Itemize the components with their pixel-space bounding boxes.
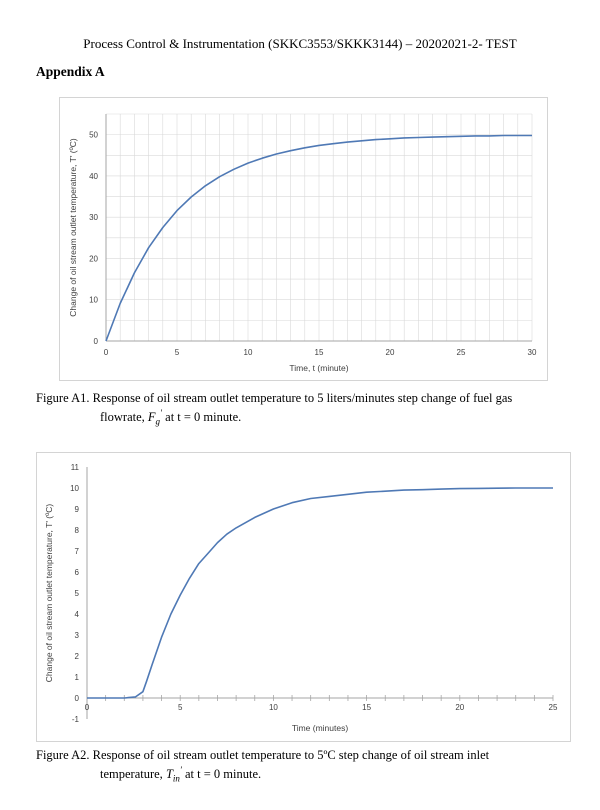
figure-a1-caption: Figure A1. Response of oil stream outlet… [36,391,570,430]
y-tick-label: 0 [94,337,99,346]
figure-a1-text-2b: at t = 0 minute. [165,410,242,425]
figure-a2-caption: Figure A2. Response of oil stream outlet… [36,748,570,787]
x-axis-title: Time (minutes) [292,723,349,733]
x-tick-label: 0 [85,703,90,712]
y-tick-label: 4 [75,610,80,619]
figure-a2-text-2a: temperature, [100,767,163,782]
x-tick-label: 5 [178,703,183,712]
x-tick-label: 25 [549,703,558,712]
y-axis-title: Change of oil stream outlet temperature,… [44,504,54,683]
y-tick-label: 5 [75,589,80,598]
figure-a2-label: Figure A2. [36,748,90,762]
document-header: Process Control & Instrumentation (SKKC3… [83,36,517,51]
y-axis-title: Change of oil stream outlet temperature,… [68,138,78,317]
figure-a2-symbol: Tin′ [165,765,182,784]
x-tick-label: 15 [362,703,371,712]
x-tick-label: 30 [528,348,537,357]
y-tick-label: 0 [75,694,80,703]
y-tick-label: 1 [75,673,80,682]
x-tick-label: 20 [386,348,395,357]
x-tick-label: 25 [457,348,466,357]
x-tick-label: 0 [104,348,109,357]
chart-a1-frame: 0 5 10 15 20 25 30 0 10 20 30 40 50 Time, t (minute) C… [59,97,548,381]
series-line-1 [87,487,553,699]
x-tick-label: 15 [315,348,324,357]
y-tick-label: 10 [89,296,98,305]
figure-a1-label: Figure A1. [36,391,90,405]
chart-a1: 0 5 10 15 20 25 30 0 10 20 30 40 50 Time, t (minute) C… [68,113,537,373]
series-line-1 [105,134,532,342]
y-tick-label: 2 [75,652,80,661]
y-tick-label: 50 [89,131,98,140]
figure-a1-symbol: Fg′ [147,408,163,427]
y-tick-label: 8 [75,526,80,535]
figure-a2-text-2b: at t = 0 minute. [185,767,262,782]
chart-a2: 0 5 10 15 20 25 -1 0 1 2 3 4 5 6 7 8 9 10 11 Time (minutes)… [44,463,558,733]
y-tick-label: 3 [75,631,80,640]
x-tick-label: 10 [269,703,278,712]
y-tick-label: 20 [89,254,98,263]
y-tick-label: 7 [75,547,80,556]
x-tick-label: 20 [455,703,464,712]
figure-a1-text-2a: flowrate, [100,410,145,425]
y-tick-label: 9 [75,505,80,514]
y-tick-label: 11 [71,463,80,472]
figure-a1-text: Response of oil stream outlet temperatur… [92,391,513,405]
chart-a2-frame: 0 5 10 15 20 25 -1 0 1 2 3 4 5 6 7 8 9 10 11 Time (minutes)… [36,452,571,742]
x-axis-title: Time, t (minute) [289,363,348,373]
figure-a2-text: Response of oil stream outlet temperatur… [92,748,490,762]
y-tick-label: 10 [70,484,79,493]
y-tick-label: -1 [72,715,80,724]
x-tick-label: 10 [244,348,253,357]
y-tick-label: 30 [89,213,98,222]
appendix-heading: Appendix A [36,64,105,79]
y-tick-label: 6 [75,568,80,577]
x-tick-label: 5 [175,348,180,357]
y-tick-label: 40 [89,172,98,181]
